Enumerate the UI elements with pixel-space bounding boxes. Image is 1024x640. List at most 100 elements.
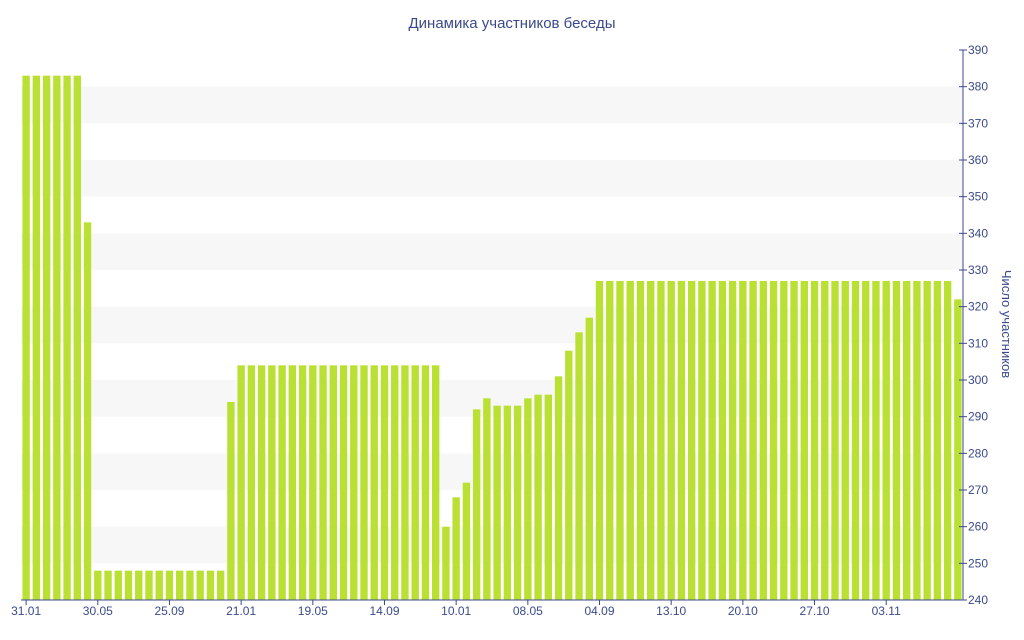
bar[interactable] bbox=[104, 570, 112, 600]
bar[interactable] bbox=[831, 281, 839, 600]
bar[interactable] bbox=[821, 281, 829, 600]
bar[interactable] bbox=[595, 281, 604, 600]
bar[interactable] bbox=[268, 365, 276, 600]
bar[interactable] bbox=[554, 376, 563, 600]
chart-title: Динамика участников беседы bbox=[409, 15, 616, 32]
bar[interactable] bbox=[401, 365, 409, 600]
bar[interactable] bbox=[442, 526, 450, 600]
bar[interactable] bbox=[565, 350, 573, 600]
bar[interactable] bbox=[391, 365, 399, 600]
bar[interactable] bbox=[534, 394, 542, 600]
bar[interactable] bbox=[155, 570, 163, 600]
bar[interactable] bbox=[360, 365, 368, 600]
bar[interactable] bbox=[452, 497, 460, 600]
bar[interactable] bbox=[411, 365, 419, 600]
bar[interactable] bbox=[165, 570, 174, 600]
bar[interactable] bbox=[472, 409, 481, 600]
bar[interactable] bbox=[53, 75, 61, 601]
bar[interactable] bbox=[790, 281, 798, 600]
bar[interactable] bbox=[73, 75, 81, 601]
bar[interactable] bbox=[923, 281, 931, 600]
bar[interactable] bbox=[309, 365, 317, 600]
grid-band bbox=[21, 86, 963, 124]
bar[interactable] bbox=[677, 281, 686, 600]
bar[interactable] bbox=[606, 281, 614, 600]
bar[interactable] bbox=[616, 281, 624, 600]
bar[interactable] bbox=[350, 365, 358, 600]
bar[interactable] bbox=[83, 222, 92, 600]
bar[interactable] bbox=[759, 281, 768, 600]
bar[interactable] bbox=[780, 281, 788, 600]
bar[interactable] bbox=[882, 281, 890, 600]
bar[interactable] bbox=[575, 332, 583, 600]
bar[interactable] bbox=[626, 281, 634, 600]
bar[interactable] bbox=[462, 482, 471, 600]
bar[interactable] bbox=[421, 365, 430, 600]
bar[interactable] bbox=[32, 75, 41, 601]
bar[interactable] bbox=[667, 281, 675, 600]
bar[interactable] bbox=[749, 281, 757, 600]
bar[interactable] bbox=[544, 394, 552, 600]
bar[interactable] bbox=[728, 281, 737, 600]
bar[interactable] bbox=[339, 365, 348, 600]
y-tick-label: 260 bbox=[968, 520, 988, 534]
bar[interactable] bbox=[196, 570, 204, 600]
bar[interactable] bbox=[503, 405, 512, 600]
bar[interactable] bbox=[176, 570, 184, 600]
bar[interactable] bbox=[862, 281, 870, 600]
bar[interactable] bbox=[206, 570, 215, 600]
bar[interactable] bbox=[380, 365, 389, 600]
bar[interactable] bbox=[329, 365, 337, 600]
bar[interactable] bbox=[851, 281, 860, 600]
bar[interactable] bbox=[708, 281, 716, 600]
bar[interactable] bbox=[42, 75, 51, 601]
bar[interactable] bbox=[227, 402, 235, 600]
bar[interactable] bbox=[63, 75, 71, 601]
bar[interactable] bbox=[22, 75, 30, 601]
bar[interactable] bbox=[114, 570, 122, 600]
bar[interactable] bbox=[370, 365, 378, 600]
bar[interactable] bbox=[698, 281, 706, 600]
bar[interactable] bbox=[872, 281, 880, 600]
y-tick-label: 290 bbox=[968, 410, 988, 424]
bar[interactable] bbox=[493, 405, 501, 600]
bar[interactable] bbox=[739, 281, 747, 600]
bar[interactable] bbox=[278, 365, 286, 600]
bar[interactable] bbox=[524, 398, 532, 600]
bar[interactable] bbox=[186, 570, 194, 600]
bar[interactable] bbox=[943, 281, 952, 600]
bar[interactable] bbox=[687, 281, 696, 600]
bar[interactable] bbox=[237, 365, 245, 600]
bar[interactable] bbox=[718, 281, 727, 600]
bar[interactable] bbox=[913, 281, 921, 600]
bar[interactable] bbox=[216, 570, 225, 600]
bar[interactable] bbox=[247, 365, 256, 600]
y-tick-label: 330 bbox=[968, 263, 988, 277]
bar[interactable] bbox=[288, 365, 297, 600]
bar[interactable] bbox=[769, 281, 778, 600]
bar[interactable] bbox=[145, 570, 153, 600]
bar[interactable] bbox=[298, 365, 307, 600]
bar[interactable] bbox=[432, 365, 440, 600]
bar[interactable] bbox=[124, 570, 133, 600]
bar[interactable] bbox=[483, 398, 491, 600]
bar[interactable] bbox=[903, 281, 911, 600]
bar[interactable] bbox=[636, 281, 645, 600]
bar[interactable] bbox=[585, 317, 593, 600]
bar[interactable] bbox=[810, 281, 819, 600]
bar[interactable] bbox=[135, 570, 143, 600]
bar[interactable] bbox=[513, 405, 522, 600]
bar[interactable] bbox=[800, 281, 808, 600]
y-tick-label: 360 bbox=[968, 153, 988, 167]
bar[interactable] bbox=[647, 281, 655, 600]
x-tick-label: 10.01 bbox=[441, 604, 471, 618]
bar[interactable] bbox=[257, 365, 266, 600]
bar[interactable] bbox=[892, 281, 901, 600]
bar[interactable] bbox=[933, 281, 942, 600]
bar[interactable] bbox=[94, 570, 102, 600]
bar[interactable] bbox=[841, 281, 849, 600]
bar[interactable] bbox=[319, 365, 327, 600]
bar[interactable] bbox=[657, 281, 665, 600]
bar[interactable] bbox=[954, 299, 962, 600]
